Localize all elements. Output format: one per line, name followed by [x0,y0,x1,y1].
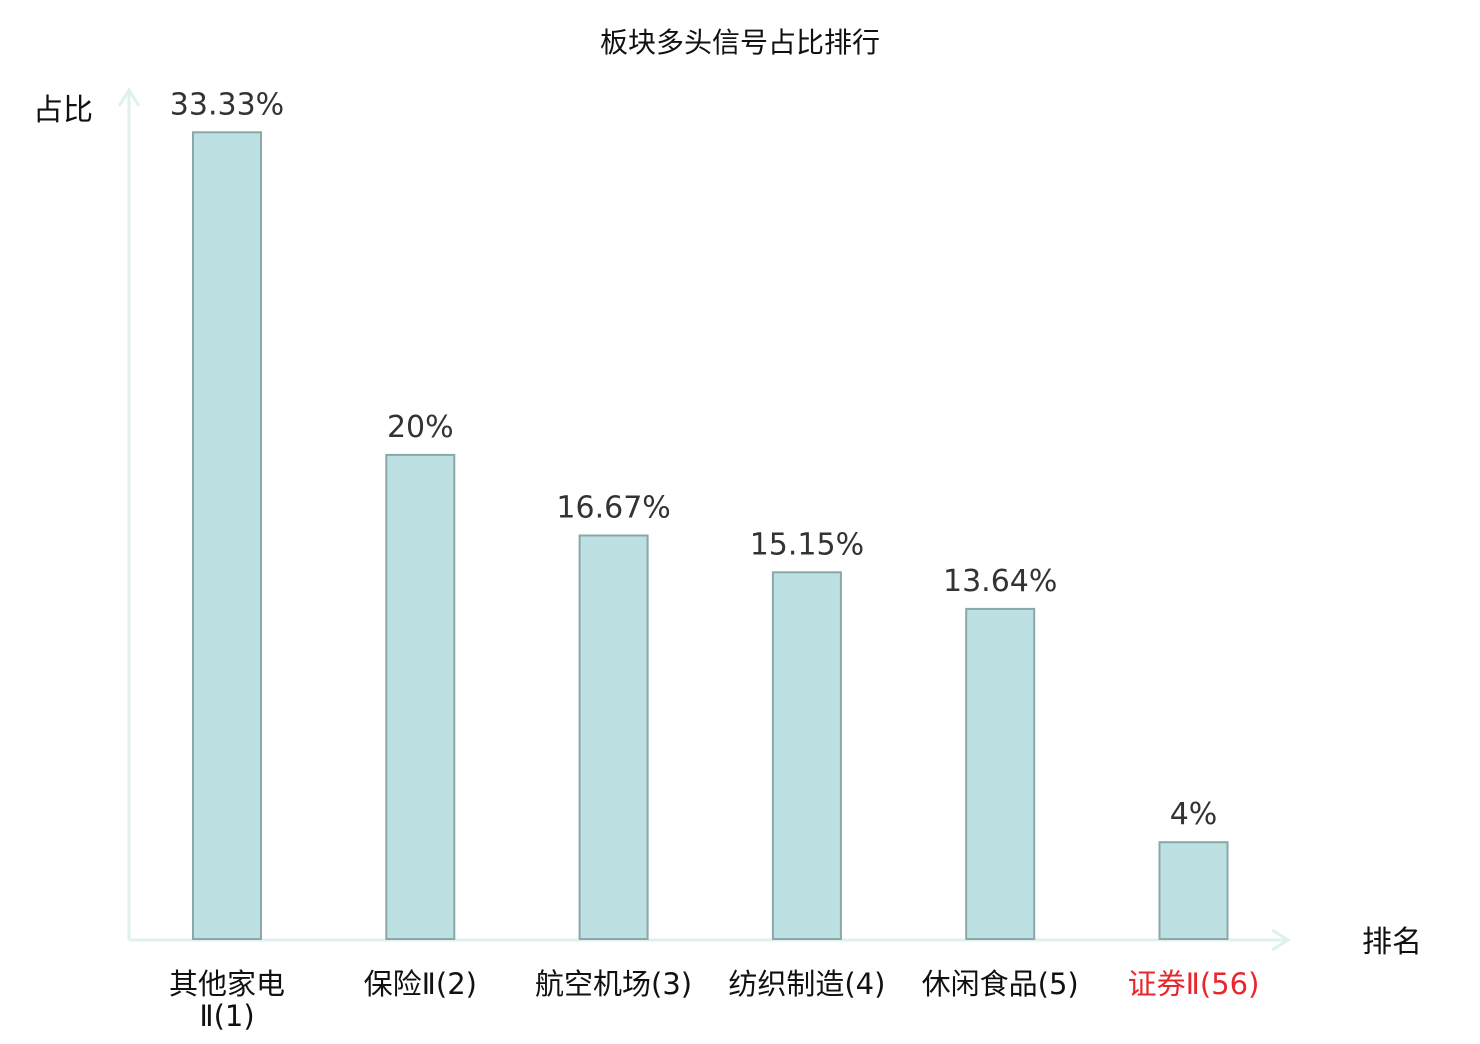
bar-value-label: 4% [1170,797,1218,832]
bar-value-label: 20% [387,410,454,445]
axes [117,87,1291,952]
bar-value-label: 33.33% [170,87,284,122]
bar-value-label: 13.64% [943,564,1057,599]
bar [771,571,842,940]
y-axis-arrow [117,87,141,107]
x-axis-label: 排名 [1362,925,1422,960]
bar [578,534,649,940]
category-label: 休闲食品(5) [922,967,1079,1001]
bar-value-label: 15.15% [750,527,864,562]
y-axis-label: 占比 [33,93,93,128]
bars-group [192,131,1229,941]
bar [192,131,262,941]
category-label: 其他家电 [169,967,285,1001]
x-axis-arrow [1271,928,1291,952]
chart-title: 板块多头信号占比排行 [600,26,880,59]
bar [1158,841,1229,941]
bar-value-label: 16.67% [556,491,670,526]
bar [965,607,1036,941]
category-label: 保险Ⅱ(2) [364,967,477,1001]
category-label: 航空机场(3) [535,967,692,1001]
bar [385,453,456,940]
category-label: 纺织制造(4) [728,967,885,1001]
category-label: Ⅱ(1) [199,999,254,1033]
value-labels-group: 33.33% 20% 16.67% 15.15% 13.64% 4% [170,87,1217,832]
category-label: 证券Ⅱ(56) [1128,967,1260,1001]
